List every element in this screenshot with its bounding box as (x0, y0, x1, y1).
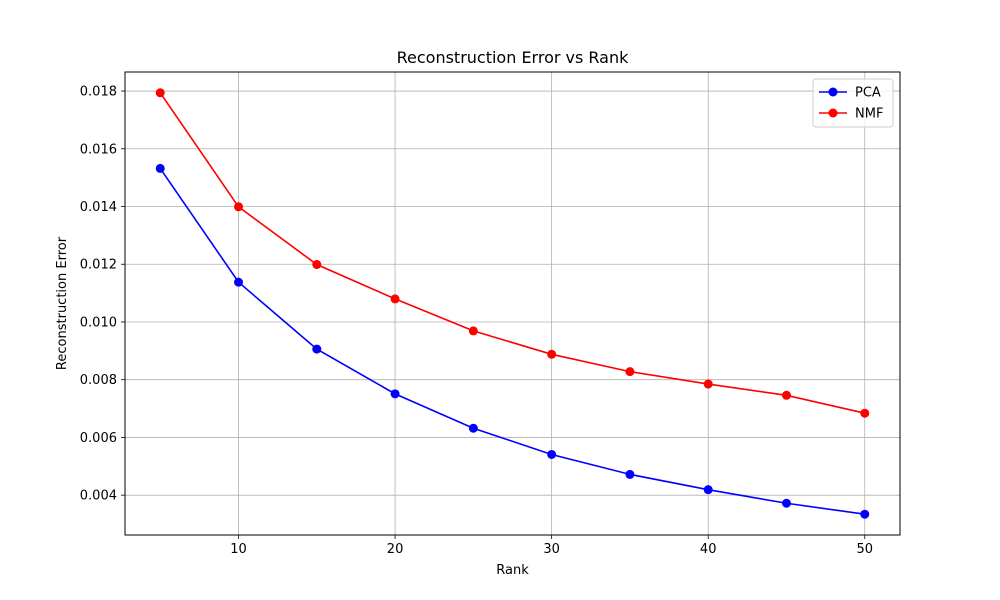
x-axis-ticks: 10 20 30 40 50 (230, 535, 873, 557)
y-tick-label: 0.004 (80, 489, 117, 504)
data-point-pca (468, 423, 478, 433)
data-point-pca (234, 277, 244, 287)
data-point-nmf (703, 379, 713, 389)
x-tick-label: 30 (543, 542, 560, 557)
data-point-nmf (155, 88, 165, 98)
legend-label: NMF (855, 107, 883, 122)
data-point-pca (703, 485, 713, 495)
data-point-nmf (625, 367, 635, 377)
data-point-nmf (860, 408, 870, 418)
series-nmf (155, 88, 870, 418)
y-tick-label: 0.018 (80, 85, 117, 100)
series-line-pca (159, 167, 865, 516)
x-tick-label: 10 (230, 542, 247, 557)
y-tick-label: 0.006 (80, 431, 117, 446)
series-layer (155, 88, 870, 519)
y-axis-ticks: 0.004 0.006 0.008 0.010 0.012 0.014 0.016 0.018 (80, 85, 125, 504)
data-point-pca (781, 498, 791, 508)
chart-title: Reconstruction Error vs Rank (397, 48, 630, 67)
y-tick-label: 0.016 (80, 142, 117, 157)
data-point-nmf (547, 349, 557, 359)
data-point-pca (312, 344, 322, 354)
data-point-nmf (468, 326, 478, 336)
data-point-pca (860, 509, 870, 519)
plot-frame (124, 71, 901, 536)
y-tick-label: 0.012 (80, 258, 117, 273)
legend: PCA NMF (812, 78, 894, 128)
legend-marker (828, 108, 838, 118)
x-tick-label: 50 (856, 542, 873, 557)
y-axis-label: Reconstruction Error (55, 236, 70, 370)
grid-layer (125, 72, 900, 535)
data-point-pca (547, 449, 557, 459)
x-axis-label: Rank (496, 563, 529, 578)
series-line-nmf (159, 92, 865, 414)
legend-marker (828, 87, 838, 97)
data-point-nmf (312, 260, 322, 270)
data-point-nmf (234, 202, 244, 212)
data-point-pca (390, 389, 400, 399)
data-point-pca (155, 163, 165, 173)
legend-item-pca: PCA (819, 86, 881, 101)
data-point-pca (625, 469, 635, 479)
y-tick-label: 0.008 (80, 373, 117, 388)
x-tick-label: 20 (387, 542, 404, 557)
x-tick-label: 40 (700, 542, 717, 557)
series-pca (155, 163, 870, 519)
legend-item-nmf: NMF (819, 107, 883, 122)
data-point-nmf (390, 294, 400, 304)
y-tick-label: 0.010 (80, 315, 117, 330)
legend-label: PCA (855, 86, 881, 101)
y-tick-label: 0.014 (80, 200, 117, 215)
data-point-nmf (781, 390, 791, 400)
